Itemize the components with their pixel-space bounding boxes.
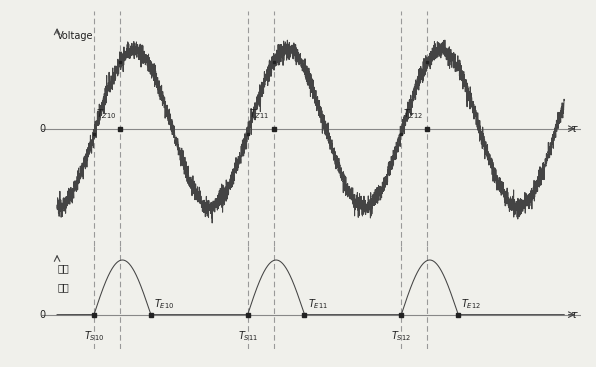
Text: 0: 0 [39, 310, 45, 320]
Text: τ: τ [570, 310, 577, 320]
Text: 0: 0 [39, 124, 45, 134]
Text: $T_{Z10}$: $T_{Z10}$ [95, 107, 116, 121]
Text: $T_{S12}$: $T_{S12}$ [391, 329, 411, 343]
Text: $T_{S10}$: $T_{S10}$ [83, 329, 104, 343]
Text: $T_{E10}$: $T_{E10}$ [154, 297, 175, 311]
Text: 积分: 积分 [57, 263, 69, 273]
Text: τ: τ [570, 124, 577, 134]
Text: $T_{Z11}$: $T_{Z11}$ [249, 107, 270, 121]
Text: 波形: 波形 [57, 282, 69, 292]
Text: Voltage: Voltage [57, 30, 94, 41]
Text: $T_{S11}$: $T_{S11}$ [238, 329, 257, 343]
Text: $T_{E12}$: $T_{E12}$ [461, 297, 482, 311]
Text: $T_{Z12}$: $T_{Z12}$ [403, 107, 423, 121]
Text: $T_{E11}$: $T_{E11}$ [308, 297, 328, 311]
